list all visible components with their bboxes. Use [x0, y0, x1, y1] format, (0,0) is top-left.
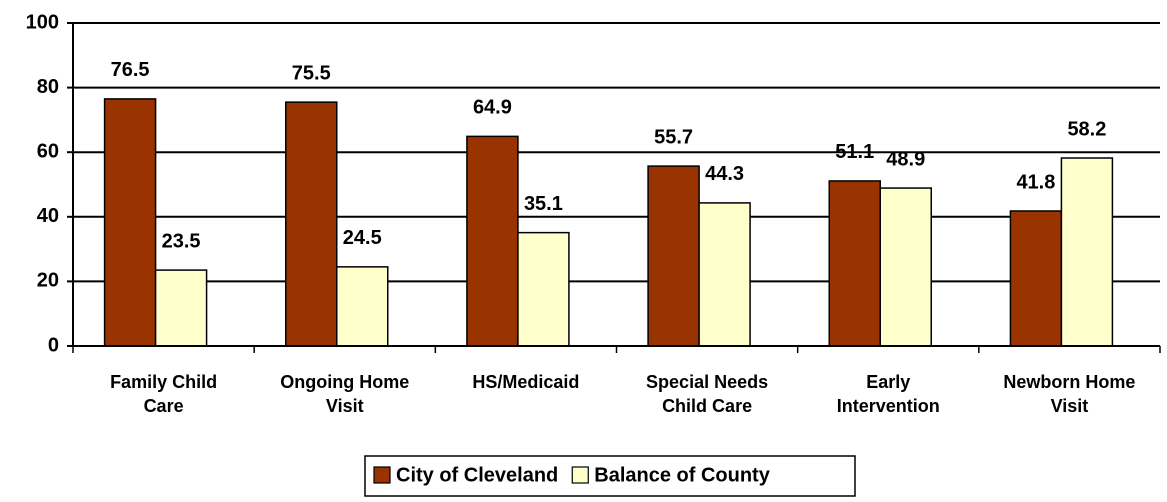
bar: [828, 180, 881, 347]
x-tick-label: Newborn Home Visit: [1003, 372, 1136, 416]
y-tick-label: 60: [37, 140, 59, 162]
x-tick-label: Ongoing Home Visit: [280, 372, 410, 416]
legend-swatch: [571, 466, 589, 484]
y-tick-label: 20: [37, 270, 59, 292]
x-tick-label: Early Intervention: [836, 372, 940, 416]
value-label: 48.9: [886, 148, 925, 170]
value-label: 58.2: [1067, 118, 1106, 140]
x-tick-label: HS/Medicaid: [472, 372, 580, 392]
bar: [1009, 210, 1063, 347]
bar: [336, 266, 389, 347]
value-label: 35.1: [524, 193, 563, 215]
value-label: 76.5: [111, 59, 150, 81]
value-label: 41.8: [1016, 171, 1055, 193]
bar: [647, 165, 700, 347]
bar: [698, 202, 751, 347]
legend-label: City of Cleveland: [396, 464, 558, 486]
value-label: 23.5: [162, 230, 201, 252]
value-label: 55.7: [654, 126, 693, 148]
bar: [517, 231, 570, 347]
bar: [154, 269, 208, 347]
y-tick-label: 0: [48, 334, 59, 356]
value-label: 75.5: [292, 62, 331, 84]
bar: [103, 98, 157, 347]
x-tick-label: Family Child Care: [110, 372, 218, 416]
x-tick-label: Special Needs Child Care: [646, 372, 769, 416]
bar: [285, 101, 338, 347]
value-label: 44.3: [705, 163, 744, 185]
legend-box: [364, 455, 856, 497]
y-tick-label: 100: [26, 11, 59, 33]
legend-swatch: [373, 466, 391, 484]
bar: [879, 187, 932, 347]
y-tick-label: 80: [37, 76, 59, 98]
y-tick-label: 40: [37, 205, 59, 227]
bar: [466, 135, 519, 347]
bar: [1060, 157, 1114, 347]
value-label: 64.9: [473, 97, 512, 119]
value-label: 51.1: [835, 141, 874, 163]
value-label: 24.5: [343, 227, 382, 249]
legend-label: Balance of County: [594, 464, 770, 486]
